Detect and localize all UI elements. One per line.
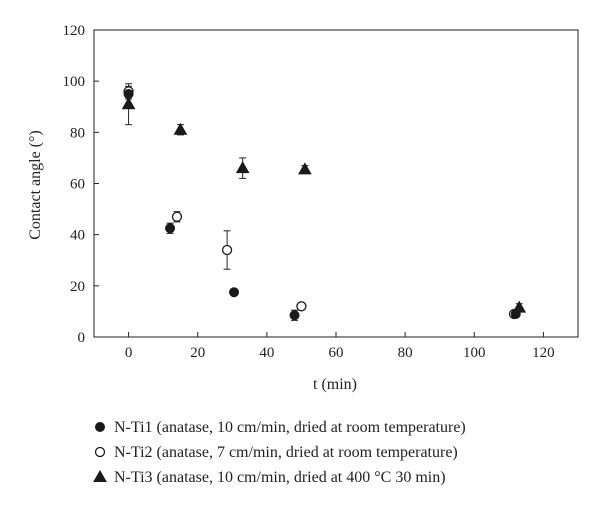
legend-label-series-1: N-Ti1 (anatase, 10 cm/min, dried at room…	[114, 419, 466, 436]
data-point-series-3	[235, 161, 250, 174]
data-point-series-2	[221, 244, 233, 256]
data-point-series-3	[298, 162, 312, 175]
legend-label-series-2: N-Ti2 (anatase, 7 cm/min, dried at room …	[114, 444, 458, 461]
data-point-series-1	[123, 88, 134, 99]
x-tick-label: 20	[190, 345, 205, 361]
y-tick-label: 40	[70, 228, 85, 244]
x-tick-label: 0	[125, 345, 133, 361]
error-bars	[125, 83, 523, 321]
x-tick-label: 80	[398, 345, 413, 361]
legend-marker-series-2	[94, 446, 106, 458]
y-tick-label: 80	[70, 125, 85, 141]
data-points	[121, 86, 527, 321]
y-tick-label: 100	[63, 74, 86, 90]
x-axis-title: t (min)	[313, 376, 357, 393]
data-point-series-1	[165, 223, 176, 234]
x-tick-label: 60	[329, 345, 344, 361]
legend-label-series-3: N-Ti3 (anatase, 10 cm/min, dried at 400 …	[114, 469, 446, 486]
data-point-series-2	[171, 211, 183, 222]
legend-marker-series-1	[95, 422, 105, 432]
data-point-series-3	[512, 300, 527, 313]
x-tick-label: 40	[259, 345, 274, 361]
data-point-series-3	[173, 122, 188, 135]
axis-ticks: 0 20 40 60 80 100 120 0 20 40 60 80 100 120	[63, 23, 555, 361]
y-tick-label: 60	[70, 177, 85, 193]
x-tick-label: 120	[532, 345, 555, 361]
y-axis-title: Contact angle (°)	[27, 130, 44, 239]
y-tick-label: 0	[78, 330, 86, 346]
y-tick-label: 120	[63, 23, 86, 39]
data-point-series-2	[296, 301, 307, 312]
x-tick-label: 100	[463, 345, 486, 361]
legend-marker-series-3	[93, 469, 107, 482]
y-tick-label: 20	[70, 279, 85, 295]
plot-area-border	[93, 29, 579, 338]
legend: N-Ti1 (anatase, 10 cm/min, dried at room…	[93, 419, 466, 486]
data-point-series-1	[229, 287, 240, 298]
data-point-series-3	[121, 97, 136, 110]
data-point-series-1	[289, 310, 300, 321]
plot-frame	[93, 29, 579, 338]
